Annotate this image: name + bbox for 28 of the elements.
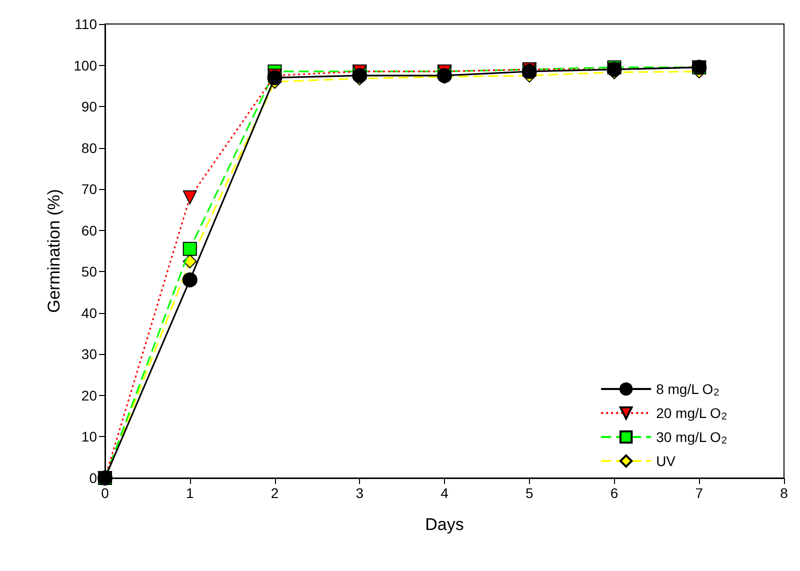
point [182,272,198,288]
point [182,190,197,204]
x-axis-title: Days [425,515,464,534]
x-tick-label: 1 [186,485,194,501]
x-tick-label: 6 [610,485,618,501]
y-tick-label: 60 [81,222,98,238]
y-tick-label: 20 [81,387,98,404]
y-tick-label: 40 [81,304,98,321]
y-axis-title: Germination (%) [44,189,64,313]
y-tick-label: 50 [81,264,98,280]
x-tick-label: 4 [440,485,449,501]
y-tick-label: 70 [81,181,98,198]
point [352,68,368,84]
y-tick-label: 30 [81,346,98,362]
x-tick-label: 0 [101,485,110,501]
legend-label: UV [656,453,676,469]
x-tick-label: 3 [356,485,364,501]
x-tick-label: 2 [270,485,279,501]
point [182,242,197,256]
y-tick-label: 0 [89,470,98,486]
y-tick-label: 10 [81,428,98,445]
x-tick-label: 8 [780,485,788,501]
y-tick-label: 80 [81,140,98,156]
y-tick-label: 110 [74,16,98,32]
y-tick-label: 90 [81,98,98,115]
y-tick-label: 100 [74,57,98,74]
x-tick-label: 5 [525,485,534,501]
x-tick-label: 7 [695,485,704,501]
